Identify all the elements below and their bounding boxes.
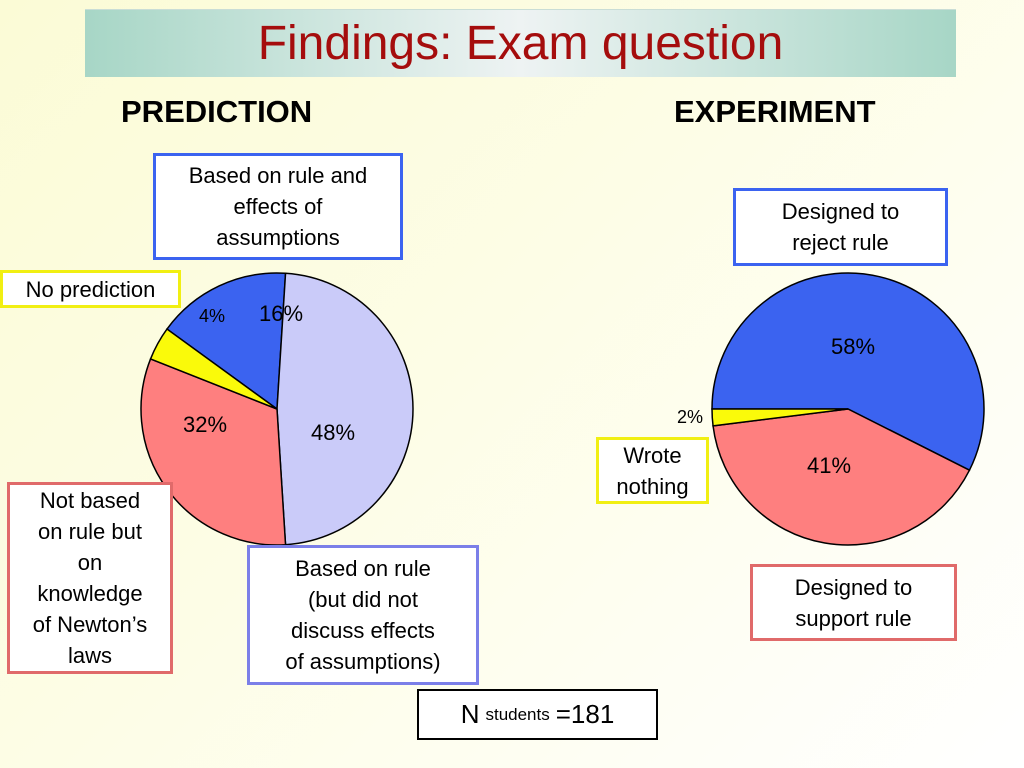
pie-prediction-slice-1 xyxy=(276,272,414,546)
pie-prediction-label-3: 4% xyxy=(199,306,225,326)
pie-prediction-slice-3 xyxy=(149,328,278,410)
pie-prediction-label-2: 32% xyxy=(183,412,227,437)
pie-experiment-label-1: 41% xyxy=(807,453,851,478)
pie-prediction-slice-0 xyxy=(165,272,287,411)
callout-reject-rule: Designed to reject rule xyxy=(733,188,948,266)
callout-rule-and-assumptions: Based on rule and effects of assumptions xyxy=(153,153,403,260)
callout-no-prediction: No prediction xyxy=(0,270,181,308)
pie-experiment-slice-0 xyxy=(711,272,985,472)
callout-newtons-laws: Not based on rule but on knowledge of Ne… xyxy=(7,482,173,674)
pie-experiment-label-0: 58% xyxy=(831,334,875,359)
pie-prediction-label-1: 48% xyxy=(311,420,355,445)
prediction-heading: PREDICTION xyxy=(121,94,313,129)
n-label: N xyxy=(460,699,480,729)
callout-support-rule: Designed to support rule xyxy=(750,564,957,641)
callout-wrote-nothing: Wrote nothing xyxy=(596,437,709,504)
pie-experiment-slice-2 xyxy=(711,408,849,427)
sample-size-box: N students =181 xyxy=(417,689,658,740)
callout-rule-no-assumptions: Based on rule (but did not discuss effec… xyxy=(247,545,479,685)
title-banner: Findings: Exam question xyxy=(85,9,956,77)
experiment-heading: EXPERIMENT xyxy=(674,94,876,129)
pie-experiment-slice-1 xyxy=(712,408,971,546)
pie-experiment-label-2: 2% xyxy=(677,407,703,427)
n-subscript: students xyxy=(485,704,550,724)
pie-prediction-label-0: 16% xyxy=(259,301,303,326)
slide-title: Findings: Exam question xyxy=(257,17,784,70)
n-value: =181 xyxy=(555,699,615,729)
